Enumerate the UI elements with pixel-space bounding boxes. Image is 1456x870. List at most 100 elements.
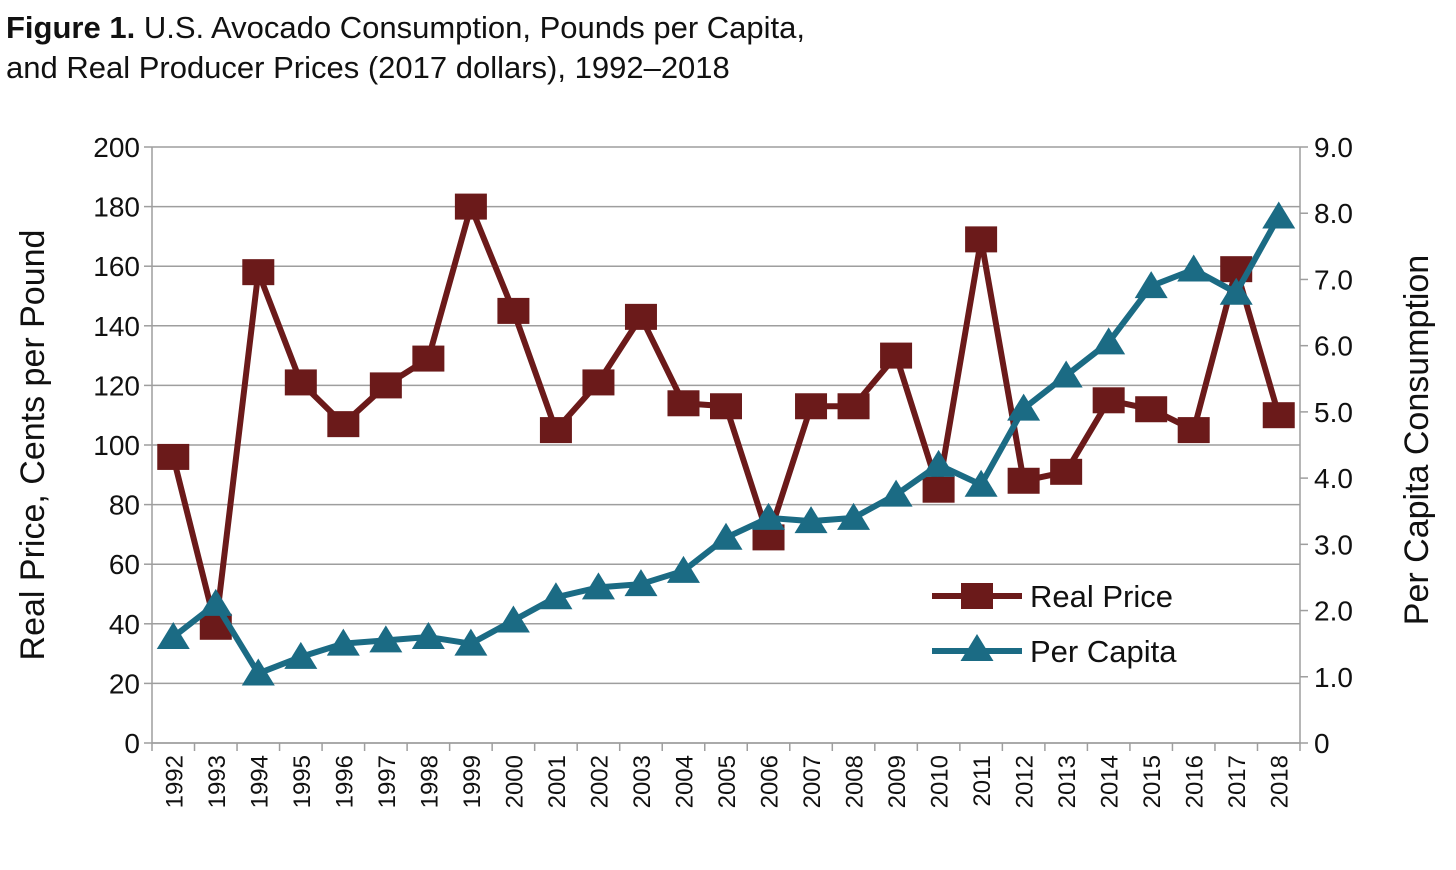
real-price-point	[284, 369, 317, 396]
y-axis-label-left: Real Price, Cents per Pound	[14, 230, 52, 661]
axes: 02040608010012014016018020001.02.03.04.0…	[93, 132, 1353, 808]
x-tick-label: 1998	[416, 755, 443, 808]
per-capita-point	[964, 469, 998, 497]
x-tick-label: 2007	[799, 755, 826, 808]
per-capita-point	[539, 582, 573, 610]
y-tick-label: 100	[93, 430, 140, 461]
per-capita-point	[156, 622, 190, 650]
x-tick-label: 2001	[544, 755, 571, 808]
per-capita-point	[369, 625, 403, 653]
per-capita-point	[1262, 201, 1296, 229]
x-tick-label: 1994	[246, 755, 273, 808]
title-line-1: U.S. Avocado Consumption, Pounds per Cap…	[143, 10, 805, 45]
x-tick-label: 2014	[1097, 755, 1124, 808]
per-capita-point	[496, 605, 530, 633]
x-tick-label: 2011	[969, 755, 996, 807]
legend-real-price-label: Real Price	[1030, 579, 1173, 614]
per-capita-point	[411, 622, 445, 650]
real-price-point	[1262, 402, 1295, 429]
y2-tick-label: 6.0	[1314, 331, 1353, 362]
y-axis-label-right: Per Capita Consumption	[1398, 255, 1436, 625]
real-price-point	[242, 259, 275, 286]
per-capita-point	[1049, 360, 1083, 388]
real-price-point	[1007, 467, 1040, 494]
title-line-2: and Real Producer Prices (2017 dollars),…	[6, 50, 730, 85]
y-tick-label: 0	[124, 728, 140, 759]
y2-tick-label: 7.0	[1314, 264, 1353, 295]
legend: Real Price Per Capita	[932, 579, 1177, 669]
figure-title: Figure 1. U.S. Avocado Consumption, Poun…	[6, 8, 805, 88]
per-capita-point	[879, 479, 913, 507]
y2-tick-label: 2.0	[1314, 596, 1353, 627]
y-tick-label: 80	[109, 490, 140, 521]
x-tick-label: 1992	[161, 755, 188, 808]
real-price-point	[710, 393, 742, 420]
x-tick-label: 2016	[1182, 755, 1209, 808]
per-capita-point	[241, 658, 275, 686]
real-price-point	[795, 393, 828, 420]
real-price-point	[1092, 387, 1125, 414]
y2-tick-label: 0	[1314, 728, 1330, 759]
per-capita-point	[794, 506, 828, 534]
y-tick-label: 40	[109, 609, 140, 640]
y2-tick-label: 1.0	[1314, 662, 1353, 693]
real-price-point	[454, 193, 487, 220]
per-capita-point	[709, 522, 743, 550]
figure-number: Figure 1.	[6, 10, 136, 45]
x-tick-label: 1997	[374, 755, 401, 808]
x-tick-label: 2017	[1224, 755, 1251, 808]
per-capita-point	[666, 555, 700, 583]
x-tick-label: 1993	[204, 755, 231, 808]
real-price-point	[327, 411, 360, 438]
x-tick-label: 2009	[884, 755, 911, 808]
y-tick-label: 20	[109, 668, 140, 699]
real-price-point	[667, 390, 700, 417]
per-capita-point	[837, 502, 871, 530]
gridlines	[152, 146, 1300, 744]
y-tick-label: 180	[93, 192, 140, 223]
x-tick-label: 2002	[586, 755, 613, 808]
y2-tick-label: 5.0	[1314, 397, 1353, 428]
x-tick-label: 2005	[714, 755, 741, 808]
y2-tick-label: 3.0	[1314, 529, 1353, 560]
legend-real-price-marker	[961, 583, 993, 609]
real-price-point	[1177, 417, 1210, 444]
legend-per-capita-label: Per Capita	[1030, 634, 1177, 669]
x-tick-label: 1996	[331, 755, 358, 808]
per-capita-point	[581, 572, 615, 600]
x-tick-label: 2003	[629, 755, 656, 808]
y-tick-label: 160	[93, 251, 140, 282]
per-capita-point	[624, 569, 658, 597]
real-price-point	[880, 342, 913, 369]
y2-tick-label: 8.0	[1314, 198, 1353, 229]
real-price-point	[369, 372, 402, 399]
real-price-point	[1135, 396, 1168, 423]
per-capita-point	[199, 588, 233, 616]
real-price-point	[412, 345, 445, 372]
real-price-point	[582, 369, 615, 396]
real-price-point	[497, 297, 530, 324]
x-tick-label: 2010	[927, 755, 954, 808]
per-capita-point	[284, 641, 318, 669]
y2-tick-label: 4.0	[1314, 463, 1353, 494]
y2-tick-label: 9.0	[1314, 132, 1353, 163]
per-capita-point	[1134, 271, 1168, 299]
real-price-point	[157, 443, 190, 470]
per-capita-point	[1177, 254, 1211, 282]
y-tick-label: 200	[93, 132, 140, 163]
y-tick-label: 120	[93, 370, 140, 401]
x-tick-label: 2015	[1139, 755, 1166, 808]
x-tick-label: 2012	[1012, 755, 1039, 808]
x-tick-label: 2008	[842, 755, 869, 808]
y-tick-label: 140	[93, 311, 140, 342]
x-tick-label: 2013	[1054, 755, 1081, 808]
real-price-point	[539, 417, 572, 444]
real-price-point	[1050, 458, 1083, 485]
real-price-point	[624, 303, 657, 330]
per-capita-point	[1092, 327, 1126, 355]
real-price-point	[922, 476, 955, 503]
x-tick-label: 2006	[757, 755, 784, 808]
per-capita-point	[752, 502, 786, 530]
